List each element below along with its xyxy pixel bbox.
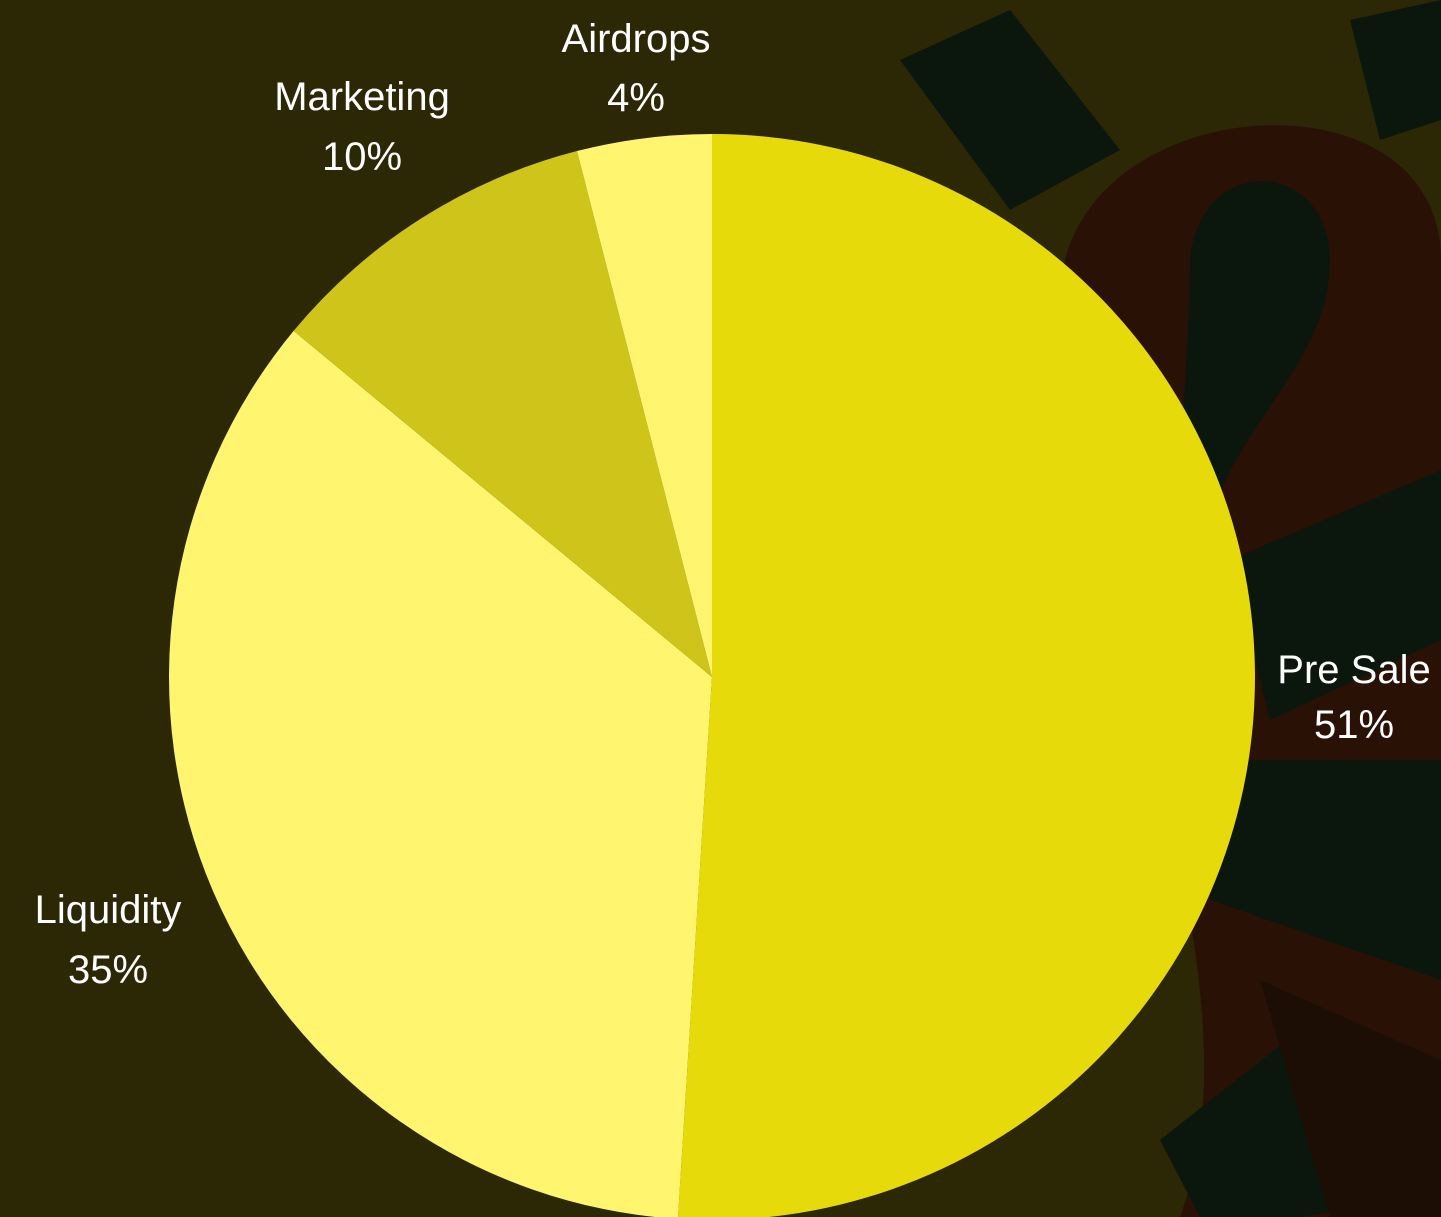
background-shape — [1230, 470, 1441, 720]
slice-value-marketing: 10% — [322, 135, 402, 179]
pie-slice-airdrops — [576, 134, 712, 677]
slice-value-airdrops: 4% — [607, 76, 665, 120]
pie-slices — [169, 134, 1255, 1217]
slice-label-airdrops: Airdrops — [562, 17, 711, 61]
pie-slice-marketing — [293, 151, 712, 677]
slice-label-liquidity: Liquidity — [35, 888, 182, 932]
slice-label-pre-sale: Pre Sale — [1277, 648, 1430, 692]
slice-value-pre-sale: 51% — [1314, 703, 1394, 747]
slice-label-marketing: Marketing — [274, 75, 450, 119]
pie-slice-pre-sale — [678, 134, 1255, 1217]
background-shape — [1210, 760, 1441, 980]
pie-labels: Pre Sale 51% Liquidity 35% Marketing 10% Airdr… — [35, 17, 1431, 992]
slice-value-liquidity: 35% — [68, 948, 148, 992]
background-shape — [1350, 0, 1441, 140]
background-shape — [1180, 181, 1330, 520]
pie-slice-liquidity — [169, 330, 712, 1217]
background-shape — [900, 10, 1120, 210]
background-shape — [1260, 980, 1441, 1217]
